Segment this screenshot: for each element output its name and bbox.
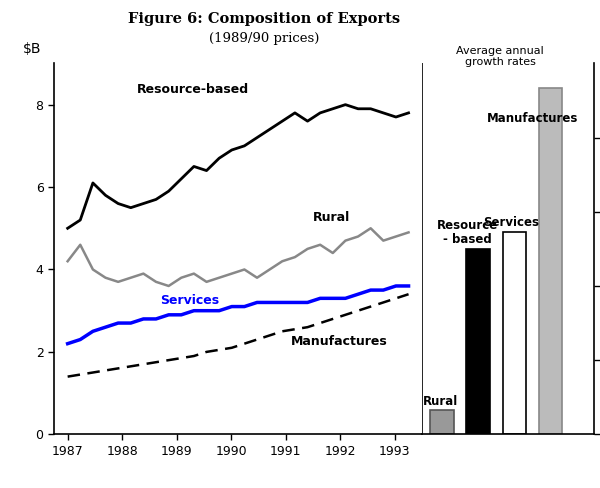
Text: Services: Services [160, 294, 220, 307]
Text: Manufactures: Manufactures [487, 112, 578, 125]
Text: Figure 6: Composition of Exports: Figure 6: Composition of Exports [128, 12, 400, 26]
Text: Resource-based: Resource-based [137, 83, 249, 97]
Bar [503, 232, 526, 434]
Text: Average annual
growth rates: Average annual growth rates [456, 45, 544, 67]
Bar [466, 249, 490, 434]
Bar [430, 409, 454, 434]
Text: Manufactures: Manufactures [291, 335, 388, 348]
Y-axis label: $B: $B [23, 42, 41, 56]
Text: Services: Services [483, 216, 539, 229]
Text: Rural: Rural [422, 395, 458, 408]
Text: Resource
- based: Resource - based [437, 220, 498, 246]
Text: Rural: Rural [313, 211, 350, 224]
Bar [539, 88, 562, 434]
Text: (1989/90 prices): (1989/90 prices) [209, 32, 319, 45]
